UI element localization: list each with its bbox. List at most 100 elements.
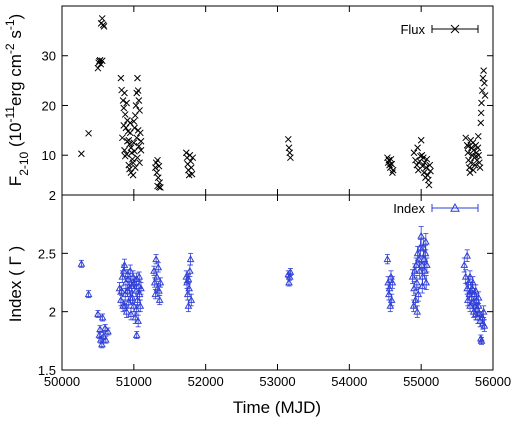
flux-marker-stroke — [284, 135, 292, 143]
flux-point — [134, 126, 142, 134]
index-triangle-marker — [185, 284, 193, 292]
flux-marker-stroke — [94, 64, 102, 72]
index-triangle-marker — [421, 249, 430, 257]
flux-marker-stroke — [98, 15, 106, 22]
flux-point — [472, 152, 480, 160]
index-point — [131, 311, 140, 324]
flux-marker-stroke — [414, 144, 421, 152]
flux-point — [85, 129, 92, 137]
flux-point — [126, 165, 133, 173]
flux-marker-stroke — [425, 181, 433, 189]
index-point — [155, 294, 164, 306]
flux-marker-stroke — [469, 166, 477, 174]
flux-marker-stroke — [287, 154, 294, 162]
index-y-tick-label: 1.5 — [38, 363, 56, 378]
index-point — [286, 267, 295, 276]
flux-point — [189, 154, 197, 162]
index-triangle-marker — [187, 295, 196, 303]
index-point — [121, 300, 129, 311]
flux-y-title-main: F — [6, 176, 25, 186]
index-point — [387, 293, 396, 307]
flux-point — [119, 97, 127, 104]
flux-marker-stroke — [426, 161, 434, 169]
index-point — [418, 278, 427, 294]
flux-marker-stroke — [133, 134, 141, 142]
index-triangle-marker — [422, 278, 431, 286]
flux-point — [130, 139, 138, 147]
index-point — [477, 336, 486, 345]
flux-point — [423, 155, 431, 163]
flux-point — [466, 169, 474, 176]
flux-point — [464, 149, 472, 157]
index-point — [84, 290, 93, 299]
flux-marker-stroke — [125, 161, 133, 169]
flux-marker-stroke — [96, 56, 104, 64]
flux-marker-stroke — [134, 126, 142, 134]
index-triangle-marker — [420, 266, 429, 274]
flux-point — [97, 60, 105, 68]
flux-marker-stroke — [129, 155, 136, 163]
flux-y-title-paren-open: (10 — [6, 122, 25, 151]
flux-point — [476, 164, 484, 171]
index-point — [479, 305, 488, 318]
index-point — [480, 319, 489, 332]
index-point — [423, 257, 431, 273]
flux-point — [134, 74, 141, 82]
index-triangle-marker — [77, 259, 86, 267]
flux-marker-stroke — [419, 154, 427, 162]
flux-marker-stroke — [466, 169, 474, 176]
flux-marker-stroke — [389, 166, 397, 174]
flux-point — [126, 140, 133, 148]
index-point — [117, 285, 126, 296]
flux-marker-stroke — [97, 60, 105, 68]
flux-legend-marker — [431, 24, 479, 34]
flux-marker-stroke — [126, 165, 133, 173]
index-triangle-marker — [412, 260, 420, 268]
index-triangle-marker — [155, 295, 164, 303]
index-point — [151, 289, 160, 300]
index-point — [415, 250, 423, 268]
flux-point — [99, 21, 107, 29]
index-point — [96, 325, 104, 334]
index-y-ticks: 1.5 2 2.5 — [38, 246, 493, 378]
index-triangle-marker — [134, 316, 142, 324]
flux-y-title-sub: 2-10 — [17, 151, 31, 175]
flux-marker-stroke — [157, 184, 164, 191]
index-point — [104, 327, 112, 336]
index-triangle-marker — [98, 313, 107, 321]
flux-marker-stroke — [132, 102, 140, 109]
flux-marker-stroke — [464, 149, 472, 157]
flux-point — [78, 150, 85, 158]
index-triangle-marker — [150, 278, 159, 286]
flux-marker-stroke — [131, 147, 138, 155]
flux-marker-stroke — [121, 146, 128, 154]
time-x-tick-label: 54000 — [331, 374, 367, 389]
flux-marker-stroke — [417, 136, 425, 144]
flux-point — [137, 146, 145, 154]
flux-point — [130, 118, 138, 125]
flux-point — [477, 109, 485, 117]
index-triangle-marker — [418, 281, 427, 289]
flux-marker-stroke — [474, 144, 482, 152]
index-triangle-marker — [421, 237, 430, 245]
flux-point — [474, 132, 482, 140]
flux-marker-stroke — [189, 154, 197, 162]
flux-y-title-exp2: -2 — [3, 43, 17, 54]
index-point — [285, 272, 294, 281]
flux-y-title-paren-close: ) — [6, 14, 25, 20]
index-triangle-marker — [132, 330, 141, 338]
index-triangle-marker — [477, 336, 486, 344]
flux-y-title-exp1: -11 — [3, 106, 17, 123]
index-point — [120, 258, 129, 272]
flux-point — [478, 87, 486, 94]
index-triangle-marker — [120, 260, 129, 268]
flux-point — [154, 156, 161, 164]
index-point — [135, 271, 144, 282]
flux-point — [187, 157, 194, 165]
flux-marker-stroke — [117, 74, 125, 82]
flux-point — [134, 87, 142, 94]
index-triangle-marker — [95, 330, 104, 338]
flux-point — [117, 74, 125, 82]
flux-point — [422, 164, 430, 171]
index-triangle-marker — [415, 255, 423, 263]
